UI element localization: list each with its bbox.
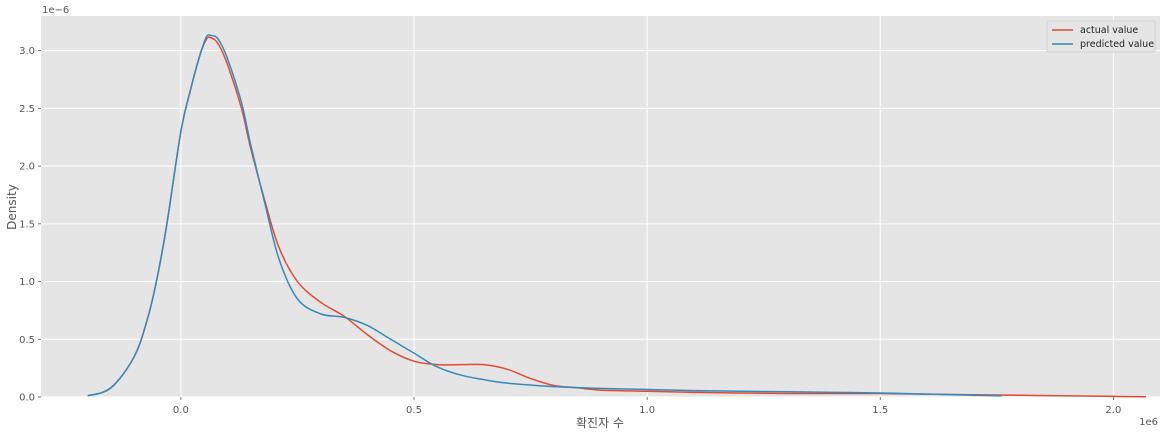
x-tick-label: 2.0 <box>1105 405 1121 416</box>
x-tick-label: 1.0 <box>639 405 655 416</box>
y-tick-label: 2.0 <box>19 162 35 173</box>
x-axis-offset-label: 1e6 <box>1139 417 1158 428</box>
y-tick-label: 3.0 <box>19 46 35 57</box>
x-tick-label: 0.5 <box>406 405 422 416</box>
y-tick-label: 2.5 <box>19 104 35 115</box>
y-tick-label: 1.5 <box>19 219 35 230</box>
series-layer <box>87 34 1147 398</box>
y-tick-label: 0.5 <box>19 335 35 346</box>
legend: actual value predicted value <box>1046 20 1156 53</box>
x-tick-label: 1.5 <box>872 405 888 416</box>
series-line-predicted <box>87 34 1002 397</box>
x-axis-label: 확진자 수 <box>576 416 624 430</box>
x-tick-label: 0.0 <box>173 405 189 416</box>
grid-lines <box>41 16 1160 398</box>
y-axis-offset-label: 1e−6 <box>42 5 69 16</box>
plot-area <box>41 16 1160 397</box>
legend-label-actual: actual value <box>1080 25 1138 36</box>
y-axis-label: Density <box>5 184 19 230</box>
x-axis-ticks: 0.0 0.5 1.0 1.5 2.0 <box>173 397 1121 416</box>
y-axis-ticks: 0.0 0.5 1.0 1.5 2.0 2.5 3.0 <box>19 46 41 404</box>
y-tick-label: 1.0 <box>19 277 35 288</box>
legend-label-predicted: predicted value <box>1080 39 1154 50</box>
y-tick-label: 0.0 <box>19 393 35 404</box>
legend-box <box>1046 20 1156 53</box>
